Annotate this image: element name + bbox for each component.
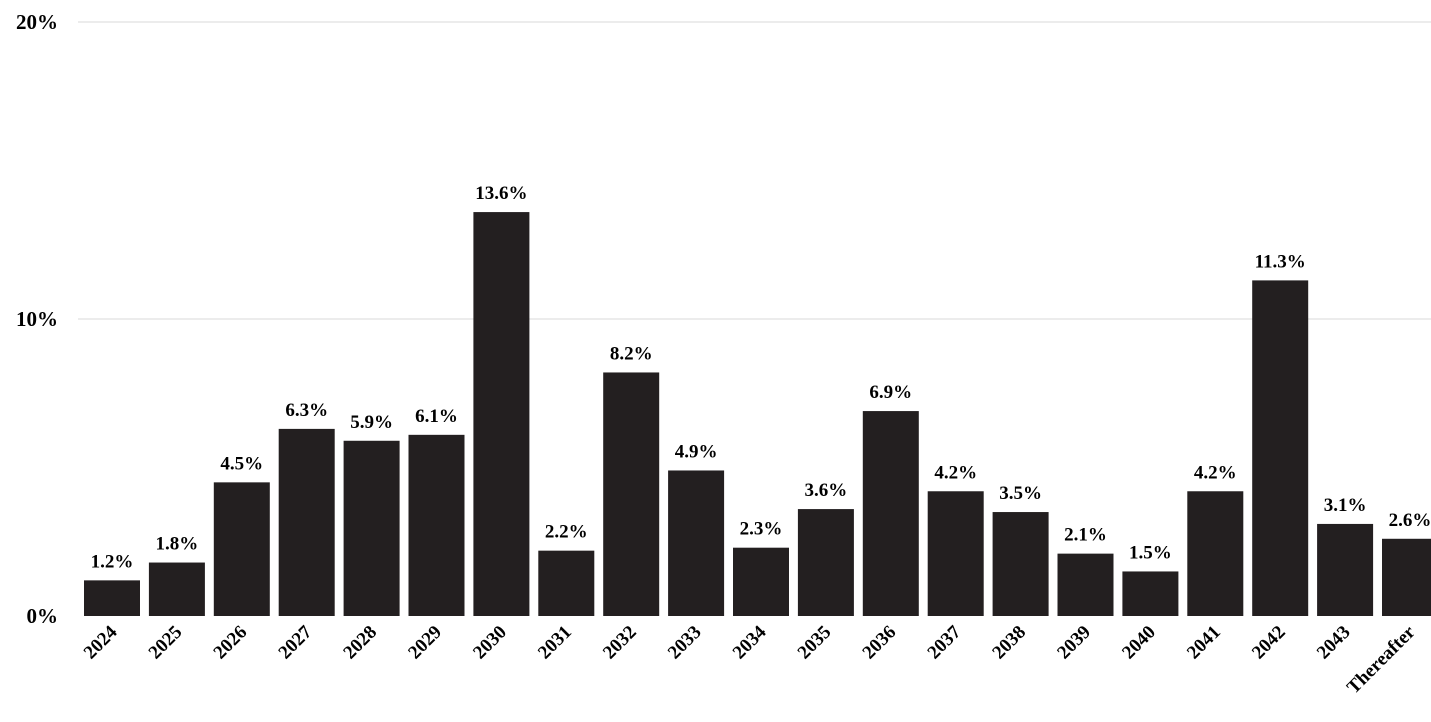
data-label: 2.1% bbox=[1064, 525, 1107, 546]
x-tick-label: 2034 bbox=[729, 621, 771, 663]
data-label: 1.2% bbox=[91, 551, 134, 572]
x-tick-label: 2031 bbox=[534, 622, 576, 664]
bar bbox=[733, 547, 789, 616]
bar bbox=[1057, 553, 1114, 616]
y-tick-label: 20% bbox=[16, 10, 58, 34]
bar bbox=[603, 372, 660, 616]
data-label: 2.6% bbox=[1389, 510, 1431, 531]
bar bbox=[408, 434, 465, 616]
data-label: 4.5% bbox=[220, 453, 263, 474]
data-label: 8.2% bbox=[610, 343, 653, 364]
bars bbox=[84, 212, 1431, 616]
data-label: 4.9% bbox=[675, 441, 718, 462]
data-label: 11.3% bbox=[1255, 251, 1306, 272]
x-tick-label: 2025 bbox=[145, 622, 187, 664]
x-tick-label: 2027 bbox=[275, 621, 317, 663]
data-label: 2.2% bbox=[545, 522, 588, 543]
x-tick-label: 2028 bbox=[339, 622, 381, 664]
bar bbox=[473, 212, 530, 616]
y-tick-label: 0% bbox=[27, 604, 59, 628]
x-tick-label: 2030 bbox=[469, 622, 511, 664]
y-axis-ticks: 0% 10% 20% bbox=[16, 10, 58, 628]
data-label: 5.9% bbox=[350, 412, 393, 433]
x-axis-ticks: 2024 2025 2026 2027 2028 2029 2030 2031 2032 2033… bbox=[80, 621, 1420, 698]
bar bbox=[538, 550, 595, 616]
x-tick-label: 2026 bbox=[210, 622, 252, 664]
data-label: 1.8% bbox=[156, 534, 199, 555]
data-label: 6.3% bbox=[285, 400, 328, 421]
data-labels: 1.2% 1.8% 4.5% 6.3% 5.9% 6.1% 13.6% 2.2% 8.2% 4.9… bbox=[91, 183, 1431, 572]
data-label: 13.6% bbox=[475, 183, 527, 204]
bar bbox=[927, 491, 984, 616]
y-tick-label: 10% bbox=[16, 307, 58, 331]
bar bbox=[1122, 571, 1179, 616]
bar bbox=[1252, 280, 1309, 616]
x-tick-label: Thereafter bbox=[1343, 621, 1420, 698]
bar bbox=[797, 509, 854, 616]
data-label: 6.9% bbox=[869, 382, 912, 403]
bar bbox=[668, 470, 725, 616]
x-tick-label: 2033 bbox=[664, 622, 706, 664]
data-label: 3.1% bbox=[1324, 495, 1367, 516]
x-tick-label: 2032 bbox=[599, 622, 641, 664]
bar bbox=[343, 440, 400, 616]
data-label: 4.2% bbox=[934, 462, 977, 483]
x-tick-label: 2043 bbox=[1313, 622, 1355, 664]
bar bbox=[1317, 523, 1374, 616]
x-tick-label: 2041 bbox=[1183, 622, 1225, 664]
x-tick-label: 2035 bbox=[794, 622, 836, 664]
data-label: 3.6% bbox=[805, 480, 848, 501]
x-tick-label: 2040 bbox=[1118, 622, 1160, 664]
x-tick-label: 2024 bbox=[80, 621, 122, 663]
bar bbox=[992, 512, 1049, 616]
x-tick-label: 2029 bbox=[404, 622, 446, 664]
bar bbox=[213, 482, 270, 616]
x-tick-label: 2042 bbox=[1248, 622, 1290, 664]
bar bbox=[862, 411, 919, 616]
bar bbox=[278, 428, 335, 616]
data-label: 6.1% bbox=[415, 406, 458, 427]
x-tick-label: 2036 bbox=[859, 622, 901, 664]
x-tick-label: 2038 bbox=[988, 622, 1030, 664]
bar bbox=[1382, 538, 1431, 616]
data-label: 4.2% bbox=[1194, 462, 1237, 483]
data-label: 1.5% bbox=[1129, 542, 1172, 563]
gridlines bbox=[78, 21, 1431, 320]
x-tick-label: 2039 bbox=[1053, 622, 1095, 664]
bar bbox=[1187, 491, 1244, 616]
bar bbox=[148, 562, 205, 616]
bar bbox=[84, 580, 140, 616]
data-label: 3.5% bbox=[999, 483, 1042, 504]
x-tick-label: 2037 bbox=[924, 621, 966, 663]
data-label: 2.3% bbox=[740, 519, 783, 540]
